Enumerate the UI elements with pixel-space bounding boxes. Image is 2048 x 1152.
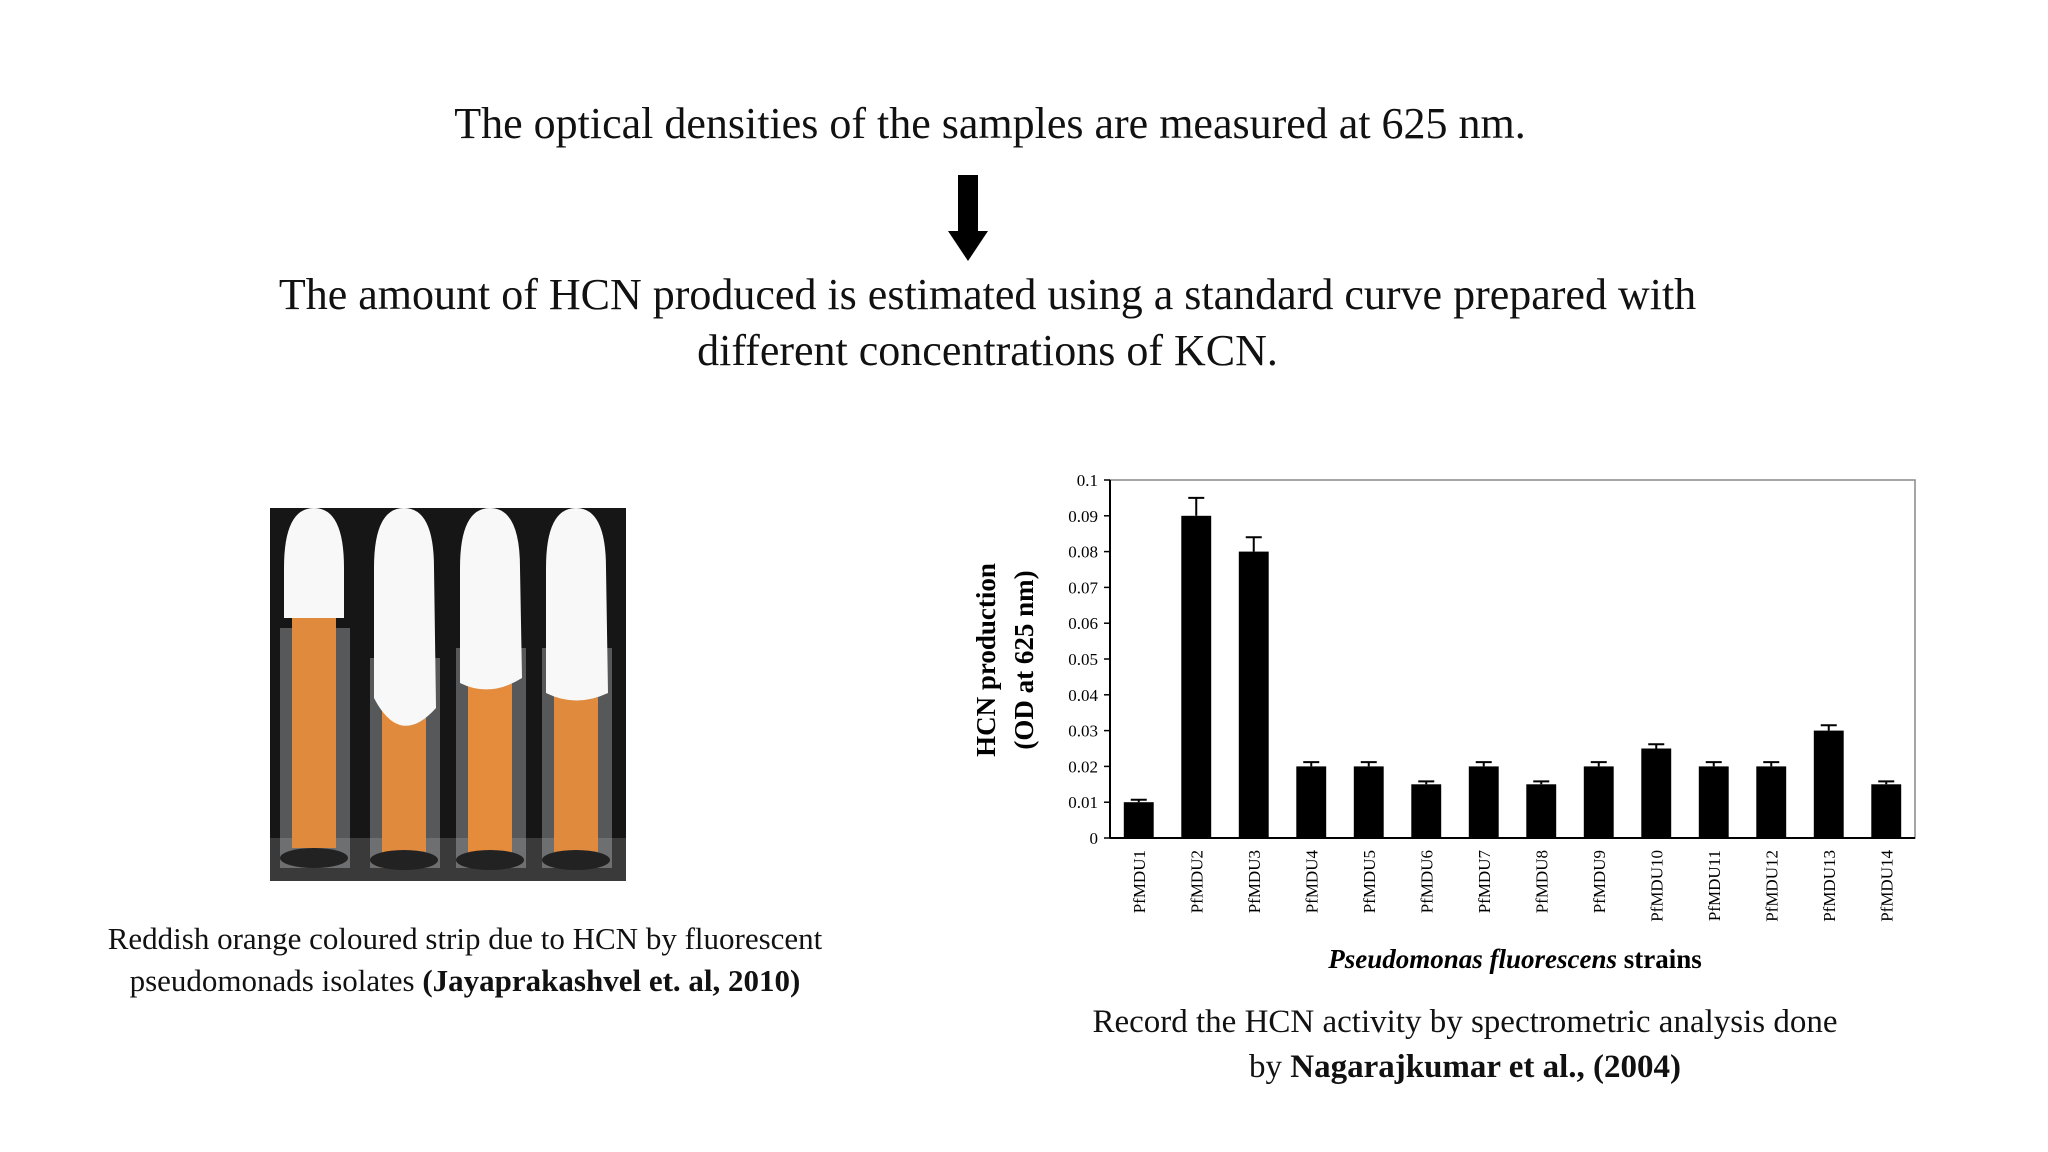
- step2-text: The amount of HCN produced is estimated …: [180, 267, 1795, 380]
- error-bar: [1590, 761, 1607, 767]
- x-tick-label: PfMDU6: [1417, 850, 1436, 913]
- photo-caption-line2: pseudomonads isolates (Jayaprakashvel et…: [20, 960, 910, 1002]
- y-tick-label: 0.08: [1068, 543, 1098, 562]
- x-tick-label: PfMDU12: [1762, 850, 1781, 922]
- error-bar: [1820, 724, 1837, 731]
- error-bar: [1188, 496, 1205, 516]
- bar: [1468, 766, 1499, 838]
- chart-caption-text: by: [1249, 1048, 1291, 1085]
- x-axis-label-species: Pseudomonas fluorescens: [1327, 944, 1617, 974]
- test-tube-strips-photo: [270, 508, 626, 881]
- photo-caption-line1: Reddish orange coloured strip due to HCN…: [107, 921, 823, 956]
- error-bar: [1648, 743, 1665, 749]
- chart-caption-line1: Record the HCN activity by spectrometric…: [1092, 1004, 1838, 1040]
- bar: [1698, 766, 1729, 838]
- x-tick-label: PfMDU11: [1705, 850, 1724, 921]
- x-tick-label: PfMDU1: [1130, 850, 1149, 913]
- bar: [1411, 784, 1442, 838]
- y-tick-label: 0.05: [1068, 650, 1098, 669]
- bar: [1813, 730, 1844, 838]
- bar: [1583, 766, 1614, 838]
- y-tick-label: 0.01: [1068, 793, 1098, 812]
- x-tick-label: PfMDU3: [1245, 850, 1264, 913]
- error-bar: [1360, 761, 1377, 767]
- x-tick-label: PfMDU14: [1877, 850, 1896, 922]
- y-tick-label: 0.1: [1077, 471, 1098, 490]
- step1-text: The optical densities of the samples are…: [454, 99, 1526, 148]
- y-tick-label: 0.02: [1068, 757, 1098, 776]
- bar: [1871, 784, 1902, 838]
- error-bar: [1303, 761, 1320, 767]
- error-bar: [1418, 780, 1435, 785]
- bar: [1181, 515, 1212, 838]
- bar: [1641, 748, 1672, 838]
- chart-caption-line2: by Nagarajkumar et al., (2004): [1010, 1045, 1920, 1090]
- chart-caption: Record the HCN activity by spectrometric…: [1010, 1000, 1920, 1089]
- error-bar: [1705, 761, 1722, 767]
- error-bar: [1245, 536, 1262, 552]
- y-axis-label-line2: (OD at 625 nm): [1009, 570, 1039, 749]
- error-bar: [1130, 798, 1147, 803]
- x-tick-label: PfMDU9: [1590, 850, 1609, 913]
- photo-caption-text: pseudomonads isolates: [129, 962, 423, 998]
- y-tick-label: 0.09: [1068, 507, 1098, 526]
- x-tick-label: PfMDU5: [1360, 850, 1379, 913]
- error-bar: [1763, 761, 1780, 767]
- y-tick-label: 0: [1090, 829, 1099, 848]
- x-tick-label: PfMDU8: [1532, 850, 1551, 913]
- bar: [1526, 784, 1557, 838]
- bar: [1123, 802, 1154, 838]
- step2-line1: The amount of HCN produced is estimated …: [278, 270, 1697, 319]
- bar: [1296, 766, 1327, 838]
- y-tick-label: 0.06: [1068, 614, 1098, 633]
- x-tick-label: PfMDU10: [1647, 850, 1666, 922]
- down-arrow-icon: [948, 175, 988, 261]
- photo-caption: Reddish orange coloured strip due to HCN…: [20, 918, 910, 1002]
- x-axis-label-rest: strains: [1617, 944, 1702, 974]
- x-tick-label: PfMDU13: [1820, 850, 1839, 922]
- step2-line2: different concentrations of KCN.: [697, 326, 1278, 376]
- bar: [1238, 551, 1269, 838]
- x-tick-label: PfMDU4: [1302, 850, 1321, 914]
- y-tick-label: 0.03: [1068, 722, 1098, 741]
- error-bar: [1533, 780, 1550, 785]
- bar: [1353, 766, 1384, 838]
- tube-4: [542, 508, 612, 870]
- plot-frame: [1109, 479, 1916, 839]
- chart-citation: Nagarajkumar et al., (2004): [1290, 1048, 1681, 1085]
- x-axis-label: Pseudomonas fluorescens strains: [1327, 944, 1702, 974]
- y-tick-label: 0.07: [1068, 578, 1098, 597]
- error-bar: [1878, 780, 1895, 785]
- photo-citation: (Jayaprakashvel et. al, 2010): [422, 962, 801, 998]
- y-axis-label-line1: HCN production: [971, 563, 1001, 757]
- hcn-bar-chart: 0 0.01 0.02 0.03 0.04 0.05 0.06 0.07 0.08 0.09 0.1…: [971, 471, 1916, 974]
- tube-3: [456, 508, 526, 870]
- tube-1: [280, 508, 350, 868]
- error-bar: [1475, 761, 1492, 767]
- x-tick-label: PfMDU7: [1475, 850, 1494, 914]
- y-tick-label: 0.04: [1068, 686, 1098, 705]
- tube-2: [370, 508, 440, 870]
- x-tick-label: PfMDU2: [1187, 850, 1206, 913]
- bar: [1756, 766, 1787, 838]
